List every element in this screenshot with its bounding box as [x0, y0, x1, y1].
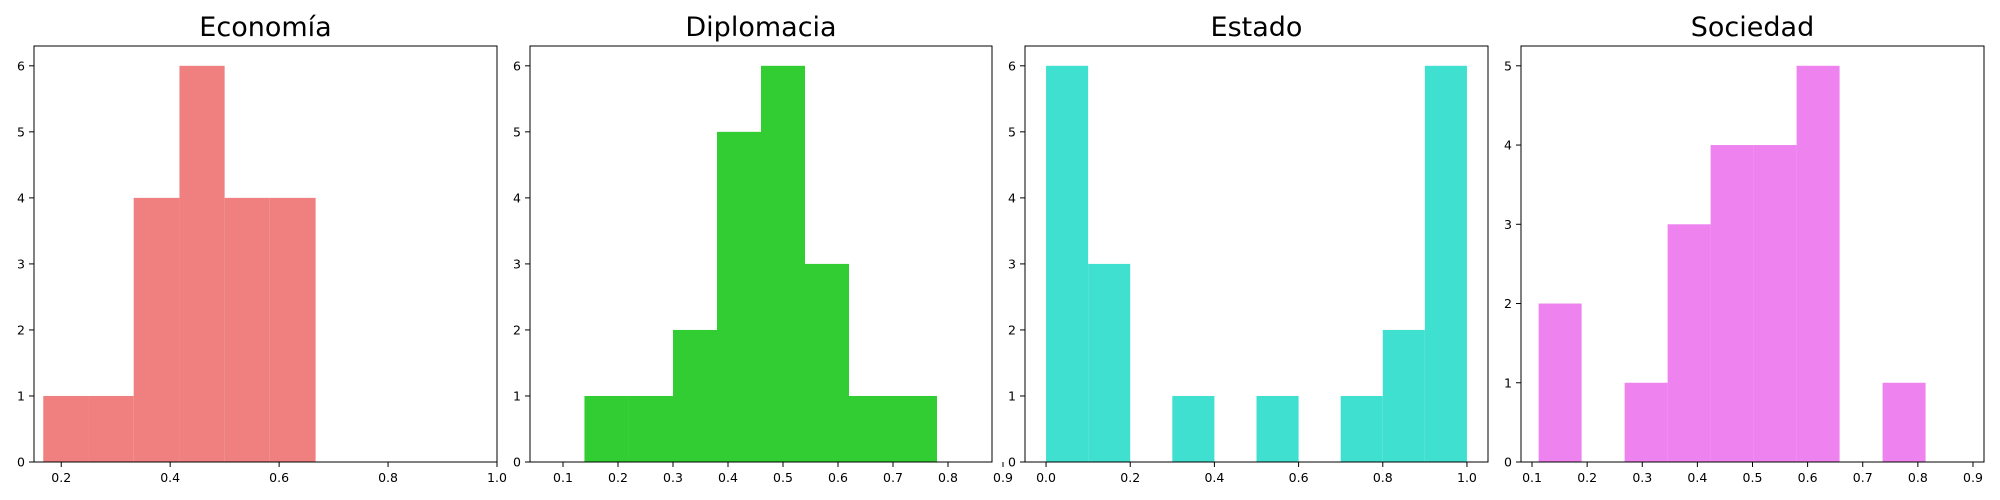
- histogram-bar: [269, 197, 316, 462]
- x-tick-label: 0.3: [1632, 470, 1652, 485]
- x-tick-label: 0.6: [1289, 470, 1309, 485]
- x-tick-label: 0.8: [938, 470, 958, 485]
- histogram-bar: [1424, 65, 1467, 463]
- x-tick-label: 0.1: [553, 470, 573, 485]
- histogram-bar: [1796, 65, 1840, 463]
- histogram-bar: [893, 395, 937, 462]
- x-tick-label: 0.6: [1798, 470, 1818, 485]
- x-tick-label: 0.4: [718, 470, 738, 485]
- histogram-bar: [133, 197, 180, 462]
- y-tick-label: 0: [17, 455, 25, 470]
- histogram-bar: [1256, 395, 1299, 462]
- histogram-bar: [849, 395, 893, 462]
- histogram-bar: [1667, 224, 1711, 462]
- y-tick-label: 2: [1504, 296, 1512, 311]
- y-tick-label: 4: [17, 190, 25, 205]
- x-tick-label: 1.0: [1457, 470, 1477, 485]
- histogram-bar: [1710, 145, 1754, 463]
- y-tick-label: 0: [513, 455, 521, 470]
- y-tick-label: 5: [1008, 124, 1016, 139]
- histogram-bar: [179, 65, 225, 463]
- histogram-bar: [761, 65, 805, 463]
- panel-title: Economía: [199, 12, 331, 43]
- histogram-bar: [224, 197, 270, 462]
- y-tick-label: 1: [17, 388, 25, 403]
- histogram-bar: [88, 395, 134, 462]
- x-tick-label: 0.8: [1373, 470, 1393, 485]
- y-tick-label: 2: [1008, 322, 1016, 337]
- histogram-bar: [673, 329, 717, 462]
- y-tick-label: 5: [513, 124, 521, 139]
- y-tick-label: 3: [1008, 256, 1016, 271]
- y-tick-label: 0: [1008, 455, 1016, 470]
- histogram-panel-economia: Economía 0.2 0.4 0.6 0.8 1.0 0 1 2 3 4 5 6: [17, 12, 507, 485]
- axes-frame: [33, 45, 498, 463]
- y-tick-label: 5: [17, 124, 25, 139]
- y-tick-label: 3: [513, 256, 521, 271]
- y-tick-label: 4: [1504, 138, 1512, 153]
- histogram-panel-sociedad: Sociedad 0.1 0.2 0.3 0.4 0.5 0.6 0.7 0.8 0.9 0 1 2 3 4…: [1504, 12, 1985, 485]
- y-tick-label: 6: [1008, 58, 1016, 73]
- x-tick-label: 0.7: [883, 470, 903, 485]
- histogram-bar: [717, 131, 761, 463]
- x-tick-label: 0.9: [1963, 470, 1983, 485]
- x-tick-label: 0.5: [773, 470, 793, 485]
- x-tick-label: 0.6: [828, 470, 848, 485]
- panel-title: Estado: [1211, 12, 1303, 43]
- histogram-bar: [584, 395, 629, 462]
- y-tick-label: 4: [513, 190, 521, 205]
- y-tick-label: 0: [1504, 455, 1512, 470]
- x-tick-label: 0.3: [663, 470, 683, 485]
- y-tick-label: 2: [17, 322, 25, 337]
- histogram-bar: [1172, 395, 1215, 462]
- histogram-bar: [628, 395, 673, 462]
- x-tick-label: 0.2: [1577, 470, 1597, 485]
- histogram-bar: [1046, 65, 1089, 463]
- y-tick-label: 3: [17, 256, 25, 271]
- x-tick-label: 0.9: [993, 470, 1013, 485]
- x-tick-label: 0.1: [1522, 470, 1542, 485]
- y-tick-label: 1: [1504, 375, 1512, 390]
- x-tick-label: 0.8: [378, 470, 398, 485]
- x-tick-label: 0.2: [51, 470, 71, 485]
- histogram-bar: [43, 395, 89, 462]
- y-tick-label: 3: [1504, 217, 1512, 232]
- histogram-bar: [1882, 382, 1926, 462]
- x-tick-label: 0.7: [1853, 470, 1873, 485]
- panel-title: Sociedad: [1691, 12, 1814, 43]
- y-tick-label: 6: [513, 58, 521, 73]
- y-tick-label: 1: [513, 388, 521, 403]
- histogram-panel-estado: Estado 0.0 0.2 0.4 0.6 0.8 1.0 0 1 2 3 4 5 6: [1008, 12, 1489, 485]
- histogram-bar: [1088, 263, 1131, 462]
- y-tick-label: 6: [17, 58, 25, 73]
- axes-frame: [529, 45, 993, 463]
- histogram-bar: [1340, 395, 1383, 462]
- x-tick-label: 0.2: [608, 470, 628, 485]
- histogram-bar: [1538, 303, 1582, 462]
- y-tick-label: 2: [513, 322, 521, 337]
- histogram-bar: [1624, 382, 1668, 462]
- y-tick-label: 5: [1504, 58, 1512, 73]
- histogram-bar: [1753, 145, 1797, 463]
- x-tick-label: 0.6: [269, 470, 289, 485]
- x-tick-label: 0.5: [1743, 470, 1763, 485]
- axes-frame: [1024, 45, 1489, 463]
- x-tick-label: 0.2: [1120, 470, 1140, 485]
- x-tick-label: 0.4: [1687, 470, 1707, 485]
- y-tick-label: 1: [1008, 388, 1016, 403]
- panel-title: Diplomacia: [685, 12, 836, 43]
- x-tick-label: 0.0: [1036, 470, 1056, 485]
- y-tick-label: 4: [1008, 190, 1016, 205]
- x-tick-label: 0.4: [160, 470, 180, 485]
- x-tick-label: 0.8: [1908, 470, 1928, 485]
- histogram-bar: [805, 263, 849, 462]
- x-tick-label: 1.0: [487, 470, 507, 485]
- x-tick-label: 0.4: [1204, 470, 1224, 485]
- histogram-bar: [1382, 329, 1425, 462]
